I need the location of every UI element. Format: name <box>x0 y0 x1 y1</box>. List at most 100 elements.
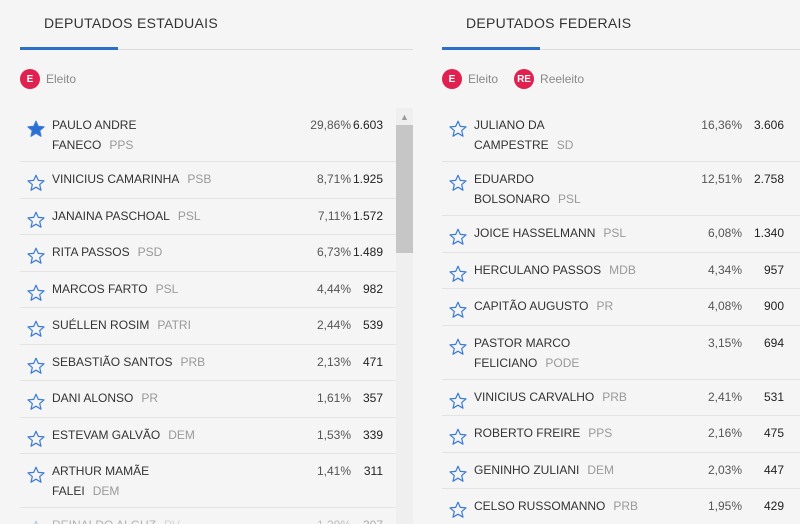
candidate-party: PPS <box>588 426 613 440</box>
candidate-party: DEM <box>92 484 120 498</box>
candidate-votes: 2.758 <box>753 172 784 186</box>
star-outline-icon[interactable] <box>449 501 467 519</box>
candidate-row[interactable]: SUÉLLEN ROSIM PATRI 2,44% 539 <box>20 308 413 345</box>
legend-label: Eleito <box>46 72 77 86</box>
candidate-name: RITA PASSOS PSD <box>52 242 162 262</box>
candidate-row[interactable]: VINICIUS CAMARINHA PSB 8,71% 1.925 <box>20 162 413 199</box>
star-outline-icon[interactable] <box>449 120 467 138</box>
candidate-row[interactable]: DANI ALONSO PR 1,61% 357 <box>20 381 413 418</box>
federais-tab[interactable]: DEPUTADOS FEDERAIS <box>442 0 800 50</box>
candidate-party: PRB <box>613 499 639 513</box>
estaduais-panel: DEPUTADOS ESTADUAIS E Eleito PAULO ANDRE… <box>20 0 413 524</box>
star-outline-icon[interactable] <box>449 265 467 283</box>
candidate-row[interactable]: VINICIUS CARVALHO PRB 2,41% 531 <box>442 380 800 416</box>
star-outline-icon[interactable] <box>27 284 45 302</box>
star-outline-icon[interactable] <box>27 211 45 229</box>
candidate-votes: 311 <box>363 464 383 478</box>
candidate-row[interactable]: RITA PASSOS PSD 6,73% 1.489 <box>20 235 413 272</box>
candidate-votes: 357 <box>362 391 383 405</box>
candidate-votes: 6.603 <box>352 118 383 132</box>
candidate-row[interactable]: JANAINA PASCHOAL PSL 7,11% 1.572 <box>20 199 413 235</box>
candidate-votes: 339 <box>362 427 383 442</box>
candidate-name-text: ESTEVAM GALVÃO <box>52 427 161 442</box>
federais-legend: E Eleito RE Reeleito <box>442 50 800 108</box>
candidate-party: PODE <box>545 355 580 370</box>
candidate-name: JOICE HASSELMANN PSL <box>474 223 626 243</box>
candidate-row[interactable]: EDUARDO BOLSONARO PSL 12,51% 2.758 <box>442 162 800 216</box>
candidate-row[interactable]: HERCULANO PASSOS MDB 4,34% 957 <box>442 253 800 289</box>
star-outline-icon[interactable] <box>27 466 45 484</box>
star-outline-icon[interactable] <box>449 338 467 356</box>
candidate-name: HERCULANO PASSOS MDB <box>474 260 636 280</box>
star-outline-icon[interactable] <box>27 247 45 265</box>
star-outline-icon[interactable] <box>449 428 467 446</box>
candidate-name-text: HERCULANO PASSOS <box>474 262 602 277</box>
candidate-percentage: 1,95% <box>707 499 742 513</box>
candidate-name-text: SEBASTIÃO SANTOS <box>52 354 173 369</box>
candidate-row[interactable]: GENINHO ZULIANI DEM 2,03% 447 <box>442 453 800 489</box>
candidate-row[interactable]: PASTOR MARCO FELICIANO PODE 3,15% 694 <box>442 326 800 380</box>
candidate-name-line2: FANECO <box>52 138 102 152</box>
candidate-percentage: 1,39% <box>317 515 351 524</box>
candidate-name: ARTHUR MAMÃE FALEI DEM <box>52 461 149 501</box>
legend-label: Eleito <box>468 72 499 86</box>
star-outline-icon[interactable] <box>27 320 45 338</box>
candidate-row[interactable]: CELSO RUSSOMANNO PRB 1,95% 429 <box>442 489 800 524</box>
candidate-name-line2: FELICIANO <box>474 355 538 370</box>
federais-panel: DEPUTADOS FEDERAIS E Eleito RE Reeleito … <box>442 0 800 524</box>
federais-candidate-list[interactable]: JULIANO DA CAMPESTRE SD 16,36% 3.606 EDUARDO B… <box>442 108 800 524</box>
candidate-name-text: VINICIUS CAMARINHA <box>52 172 180 186</box>
estaduais-candidate-list[interactable]: PAULO ANDRE FANECO PPS 29,86% 6.603 VINICIUS … <box>20 108 413 524</box>
candidate-party: DEM <box>168 427 195 442</box>
candidate-votes: 307 <box>363 515 383 524</box>
star-outline-icon[interactable] <box>27 393 45 411</box>
candidate-row[interactable]: MARCOS FARTO PSL 4,44% 982 <box>20 272 413 308</box>
candidate-percentage: 1,53% <box>316 427 351 442</box>
candidate-row[interactable]: ARTHUR MAMÃE FALEI DEM 1,41% 311 <box>20 454 413 508</box>
candidate-percentage: 7,11% <box>317 208 351 223</box>
candidate-name: SEBASTIÃO SANTOS PRB <box>52 352 205 372</box>
star-outline-icon[interactable] <box>449 228 467 246</box>
estaduais-title: DEPUTADOS ESTADUAIS <box>44 15 218 31</box>
candidate-percentage: 4,44% <box>316 281 351 296</box>
star-outline-icon[interactable] <box>27 357 45 375</box>
federais-title: DEPUTADOS FEDERAIS <box>466 15 632 31</box>
estaduais-scrollbar[interactable]: ▲ <box>396 108 413 524</box>
candidate-row[interactable]: SEBASTIÃO SANTOS PRB 2,13% 471 <box>20 345 413 381</box>
candidate-row[interactable]: PAULO ANDRE FANECO PPS 29,86% 6.603 <box>20 108 413 162</box>
candidate-party: MDB <box>609 262 636 277</box>
candidate-name-text: DANI ALONSO <box>52 391 134 405</box>
candidate-row[interactable]: JULIANO DA CAMPESTRE SD 16,36% 3.606 <box>442 108 800 162</box>
candidate-name: EDUARDO BOLSONARO PSL <box>474 169 581 209</box>
estaduais-tab[interactable]: DEPUTADOS ESTADUAIS <box>20 0 413 50</box>
candidate-row[interactable]: ROBERTO FREIRE PPS 2,16% 475 <box>442 416 800 453</box>
reeleito-badge-icon: RE <box>514 69 535 89</box>
star-outline-icon[interactable] <box>449 301 467 319</box>
candidate-name-line1: PAULO ANDRE <box>52 118 137 132</box>
candidate-party: PRB <box>180 354 206 369</box>
candidate-party: PPS <box>109 138 134 152</box>
scroll-thumb[interactable] <box>396 125 413 253</box>
star-filled-icon[interactable] <box>27 120 45 138</box>
candidate-votes: 957 <box>763 262 784 277</box>
star-outline-icon[interactable] <box>449 174 467 192</box>
scroll-up-arrow-icon[interactable]: ▲ <box>400 111 409 122</box>
legend-eleito: E Eleito <box>20 69 76 89</box>
star-outline-icon[interactable] <box>27 174 45 192</box>
star-outline-icon[interactable] <box>27 520 45 524</box>
star-outline-icon[interactable] <box>27 430 45 448</box>
candidate-row[interactable]: JOICE HASSELMANN PSL 6,08% 1.340 <box>442 216 800 253</box>
candidate-votes: 1.572 <box>352 208 383 223</box>
candidate-row[interactable]: ESTEVAM GALVÃO DEM 1,53% 339 <box>20 418 413 454</box>
candidate-name: ROBERTO FREIRE PPS <box>474 423 612 443</box>
star-outline-icon[interactable] <box>449 465 467 483</box>
candidate-name-text: MARCOS FARTO <box>52 281 148 296</box>
candidate-percentage: 1,41% <box>316 464 351 478</box>
candidate-row[interactable]: REINALDO ALGUZ PV 1,39% 307 <box>20 508 413 524</box>
candidate-party: PV <box>164 518 180 524</box>
candidate-percentage: 12,51% <box>701 172 742 186</box>
star-outline-icon[interactable] <box>449 392 467 410</box>
candidate-votes: 900 <box>763 299 784 313</box>
candidate-name-text: CELSO RUSSOMANNO <box>474 499 606 513</box>
candidate-row[interactable]: CAPITÃO AUGUSTO PR 4,08% 900 <box>442 289 800 326</box>
